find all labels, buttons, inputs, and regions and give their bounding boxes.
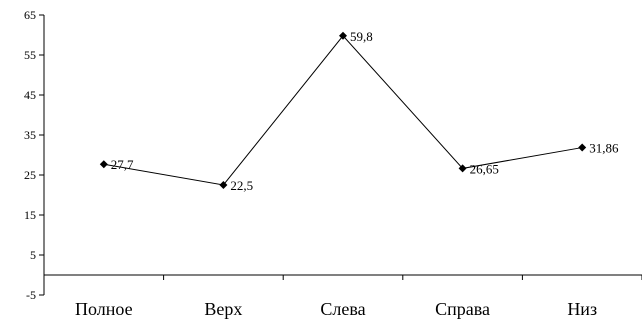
data-point-marker (99, 160, 108, 169)
y-tick-label: 25 (24, 168, 36, 182)
data-label: 31,86 (589, 141, 619, 156)
y-tick-label: -5 (26, 288, 36, 302)
data-label: 59,8 (350, 29, 373, 44)
data-label: 27,7 (111, 157, 134, 172)
y-tick-label: 35 (24, 128, 36, 142)
data-labels: 27,7 22,5 59,8 26,65 31,86 (111, 29, 619, 193)
series-line (103, 35, 583, 186)
x-axis-ticks: Полное Верх Слева Справа Низ (43, 275, 642, 319)
y-tick-label: 15 (24, 208, 36, 222)
x-category-label: Низ (567, 299, 597, 319)
x-category-label: Верх (204, 299, 242, 319)
data-point-marker (339, 31, 347, 40)
data-series (99, 31, 587, 189)
y-tick-label: 45 (24, 88, 36, 102)
x-category-label: Слева (320, 299, 365, 319)
data-point-marker (219, 181, 228, 189)
y-axis-ticks: -5 5 15 25 35 45 55 65 (24, 8, 44, 302)
data-label: 26,65 (470, 161, 499, 176)
y-tick-label: 65 (24, 8, 36, 22)
y-tick-label: 5 (30, 248, 36, 262)
chart-axes (43, 15, 642, 295)
x-category-label: Справа (435, 299, 490, 319)
data-point-marker (458, 164, 467, 173)
data-point-marker (578, 143, 587, 152)
x-category-label: Полное (75, 299, 133, 319)
data-label: 22,5 (230, 178, 253, 193)
y-tick-label: 55 (24, 48, 36, 62)
